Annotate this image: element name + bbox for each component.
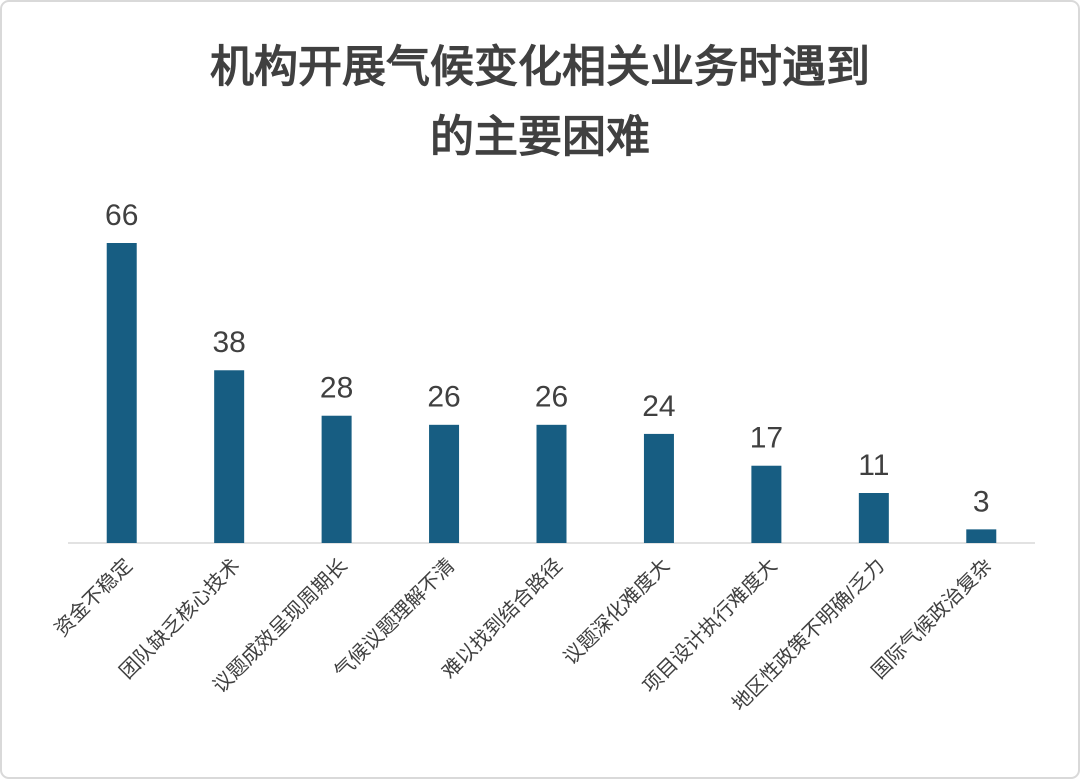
- bar: [858, 493, 889, 543]
- data-label: 28: [320, 372, 353, 405]
- bar: [106, 243, 137, 543]
- bar: [643, 433, 674, 543]
- bar: [751, 465, 782, 543]
- chart-title: 的主要困难: [430, 113, 650, 162]
- data-label: 11: [858, 449, 889, 482]
- bar: [214, 370, 245, 543]
- data-label: 3: [973, 485, 990, 518]
- data-label: 17: [750, 422, 783, 455]
- data-label: 66: [105, 199, 138, 232]
- chart-title: 机构开展气候变化相关业务时遇到: [210, 43, 870, 92]
- bar: [321, 415, 352, 543]
- bar: [966, 529, 997, 543]
- bar: [429, 424, 460, 543]
- data-label: 24: [642, 390, 675, 423]
- bar: [536, 424, 567, 543]
- data-label: 26: [427, 381, 460, 414]
- data-label: 38: [212, 326, 245, 359]
- data-label: 26: [535, 381, 568, 414]
